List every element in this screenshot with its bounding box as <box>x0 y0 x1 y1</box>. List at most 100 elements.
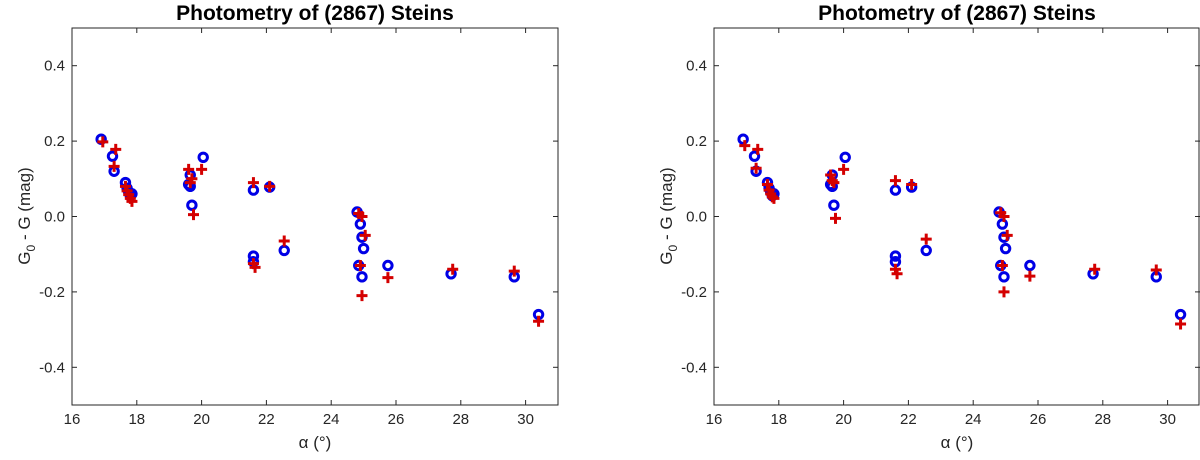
y-tick-label: -0.2 <box>39 284 65 301</box>
model-point <box>906 178 918 190</box>
observed-point <box>357 242 370 255</box>
y-tick-label: 0.4 <box>44 58 65 75</box>
model-point <box>264 180 276 192</box>
y-tick-label: 0.0 <box>686 209 707 226</box>
y-axis-label-main: G <box>657 251 676 264</box>
x-tick-label: 20 <box>193 411 210 428</box>
y-tick-label: -0.4 <box>681 359 707 376</box>
y-axis-label: G0 - G (mag) <box>15 167 38 264</box>
data-markers <box>95 133 545 327</box>
model-point <box>97 136 109 148</box>
x-tick-label: 24 <box>965 411 982 428</box>
model-point <box>247 177 259 189</box>
model-point <box>196 163 208 175</box>
model-point <box>826 175 838 187</box>
model-point <box>891 268 903 280</box>
y-axis-label-subscript: 0 <box>24 244 38 251</box>
model-point <box>1089 263 1101 275</box>
axis-ticks <box>713 28 1200 405</box>
model-point <box>996 260 1008 272</box>
y-tick-label: 0.2 <box>686 133 707 150</box>
model-point <box>447 263 459 275</box>
model-point <box>356 211 368 222</box>
x-tick-label: 20 <box>835 411 852 428</box>
y-axis-label-rest: - G (mag) <box>657 167 676 244</box>
y-tick-label: 0.4 <box>686 58 707 75</box>
model-point <box>356 290 368 302</box>
model-point <box>382 272 394 284</box>
model-point <box>108 160 120 172</box>
x-tick-label: 26 <box>1030 411 1047 428</box>
observed-point <box>998 271 1010 283</box>
observed-point <box>95 133 107 145</box>
x-tick-label: 16 <box>64 411 81 428</box>
x-tick-label: 24 <box>323 411 340 428</box>
x-tick-label: 30 <box>517 411 534 428</box>
observed-point <box>737 133 749 145</box>
axis-ticks <box>71 28 558 405</box>
observed-point <box>839 151 851 164</box>
x-tick-label: 26 <box>388 411 405 428</box>
model-point <box>889 175 901 187</box>
scatter-panel-right: Photometry of (2867) Steins 16 18 20 22 24 26… <box>657 2 1200 452</box>
plot-frame <box>71 27 559 406</box>
model-point <box>188 209 199 221</box>
observed-point <box>382 259 394 272</box>
observed-point <box>197 151 209 164</box>
model-point <box>126 195 138 207</box>
model-point <box>508 265 520 277</box>
observed-point <box>920 244 932 257</box>
x-tick-label: 22 <box>900 411 917 428</box>
model-point <box>183 163 195 175</box>
model-point <box>828 177 840 189</box>
x-tick-labels: 16 18 20 22 24 26 28 30 <box>706 411 1176 428</box>
model-point <box>359 229 371 241</box>
model-point <box>998 211 1010 222</box>
data-markers <box>737 133 1187 330</box>
model-point <box>998 286 1010 298</box>
y-tick-labels: 0.4 0.2 0.0 -0.2 -0.4 <box>681 58 707 377</box>
x-axis-label: α (°) <box>299 433 332 452</box>
observed-point <box>186 199 198 211</box>
y-axis-label-rest: - G (mag) <box>15 167 34 244</box>
chart-title: Photometry of (2867) Steins <box>818 2 1096 25</box>
model-point <box>249 261 261 273</box>
model-point <box>1024 270 1036 282</box>
model-point <box>750 162 762 174</box>
model-point <box>110 143 122 155</box>
model-point <box>1001 229 1013 241</box>
y-axis-label: G0 - G (mag) <box>657 167 680 264</box>
model-point <box>186 173 198 185</box>
model-point <box>752 143 764 155</box>
model-point <box>838 163 850 175</box>
chart-title: Photometry of (2867) Steins <box>176 2 454 25</box>
model-point <box>278 235 290 247</box>
x-tick-label: 16 <box>706 411 723 428</box>
x-tick-labels: 16 18 20 22 24 26 28 30 <box>64 411 534 428</box>
observed-point <box>106 150 119 162</box>
observed-point <box>356 271 368 283</box>
x-tick-label: 18 <box>770 411 787 428</box>
model-point <box>739 140 751 152</box>
model-point <box>761 178 773 190</box>
x-tick-label: 30 <box>1159 411 1176 428</box>
observed-point <box>278 244 290 257</box>
observed-point <box>354 218 367 230</box>
y-axis-label-main: G <box>15 251 34 264</box>
observed-point <box>889 250 902 262</box>
model-point <box>830 212 841 224</box>
x-tick-label: 28 <box>1094 411 1111 428</box>
model-point <box>768 192 780 204</box>
observed-point <box>1174 308 1187 321</box>
model-point <box>1150 264 1162 276</box>
x-tick-label: 18 <box>128 411 145 428</box>
model-point <box>533 315 545 327</box>
observed-point <box>748 150 761 162</box>
y-tick-label: 0.2 <box>44 133 65 150</box>
model-point <box>1175 318 1187 330</box>
observed-point <box>889 184 902 196</box>
y-tick-labels: 0.4 0.2 0.0 -0.2 -0.4 <box>39 58 65 377</box>
model-point <box>920 233 932 245</box>
x-axis-label: α (°) <box>941 433 974 452</box>
